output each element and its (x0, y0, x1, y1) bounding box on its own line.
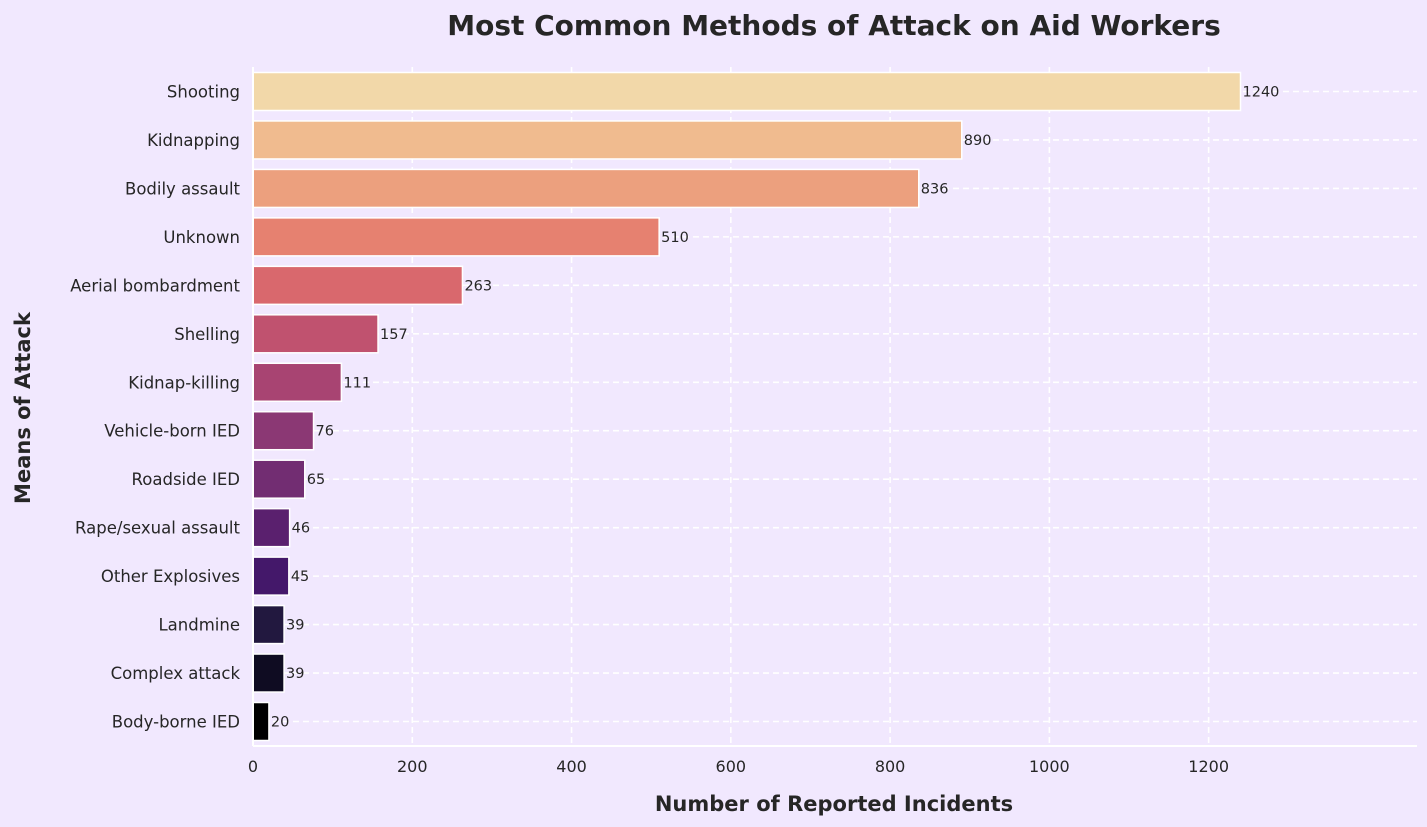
x-tick-label-1200: 1200 (1188, 757, 1229, 776)
bar-0 (252, 71, 1242, 112)
x-tick-label-200: 200 (397, 757, 428, 776)
y-category-label-10: Other Explosives (101, 567, 240, 586)
x-axis-title: Number of Reported Incidents (655, 792, 1013, 816)
bar-9 (252, 507, 291, 548)
data-label-4: 263 (464, 278, 492, 294)
x-tick-label-400: 400 (556, 757, 587, 776)
y-category-label-11: Landmine (158, 616, 240, 635)
bar-3 (252, 217, 660, 257)
bar-5 (252, 314, 379, 354)
bar-11 (252, 604, 285, 645)
data-label-9: 46 (292, 521, 310, 537)
y-category-label-9: Rape/sexual assault (75, 519, 240, 538)
data-label-2: 836 (921, 181, 949, 197)
axes (252, 67, 1417, 747)
bar-10 (252, 556, 290, 596)
bar-4 (252, 265, 464, 306)
bar-8 (252, 459, 306, 499)
data-label-13: 20 (271, 715, 289, 731)
data-label-1: 890 (964, 133, 992, 149)
y-category-label-0: Shooting (167, 83, 240, 102)
data-labels: 1240 890 836 510 263 157 111 76 65 46 45 39 39 20 (271, 85, 1279, 731)
y-category-label-2: Bodily assault (125, 179, 241, 198)
data-label-11: 39 (286, 618, 304, 634)
y-category-label-12: Complex attack (111, 664, 241, 683)
bar-2 (252, 168, 920, 209)
x-tick-label-800: 800 (875, 757, 906, 776)
x-tick-label-600: 600 (716, 757, 747, 776)
data-label-10: 45 (291, 569, 309, 585)
y-category-label-6: Kidnap-killing (128, 373, 240, 392)
data-label-7: 76 (316, 424, 334, 440)
chart-title: Most Common Methods of Attack on Aid Wor… (447, 9, 1221, 42)
bar-7 (252, 410, 315, 451)
bar-6 (252, 362, 343, 403)
data-label-3: 510 (661, 230, 689, 246)
bar-1 (252, 120, 963, 160)
y-category-label-4: Aerial bombardment (70, 276, 240, 295)
y-category-label-13: Body-borne IED (112, 713, 240, 732)
data-label-5: 157 (380, 327, 408, 343)
data-label-8: 65 (307, 472, 325, 488)
y-category-label-7: Vehicle-born IED (104, 422, 240, 441)
data-label-6: 111 (343, 375, 371, 391)
bars (252, 71, 1242, 742)
data-label-12: 39 (286, 666, 304, 682)
y-category-label-5: Shelling (174, 325, 240, 344)
bar-12 (252, 653, 285, 693)
x-tick-labels: 0 200 400 600 800 1000 1200 (248, 757, 1229, 776)
data-label-0: 1240 (1243, 85, 1280, 101)
y-axis-title: Means of Attack (11, 311, 35, 504)
y-category-label-8: Roadside IED (132, 470, 240, 489)
y-category-labels: Shooting Kidnapping Bodily assault Unknown A… (70, 83, 240, 732)
bar-13 (252, 701, 270, 742)
x-tick-label-0: 0 (248, 757, 258, 776)
x-tick-label-1000: 1000 (1029, 757, 1070, 776)
y-category-label-3: Unknown (163, 228, 240, 247)
y-category-label-1: Kidnapping (147, 131, 240, 150)
